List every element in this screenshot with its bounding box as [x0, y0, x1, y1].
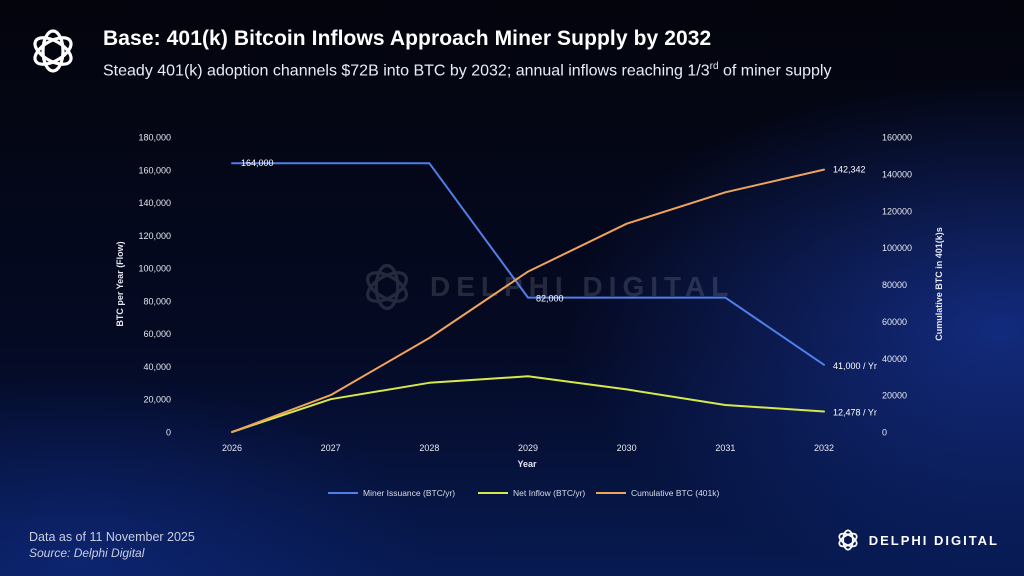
x-tick-label: 2031 [715, 443, 735, 453]
series-line-miner-issuance [231, 162, 825, 366]
x-tick-label: 2027 [321, 443, 341, 453]
brand-name: DELPHI DIGITAL [868, 532, 999, 548]
y-tick-label: 120,000 [138, 231, 171, 241]
data-label: 82,000 [536, 294, 564, 304]
chart-legend: Miner Issuance (BTC/yr) Net Inflow (BTC/… [0, 486, 1024, 502]
y-tick-label: 180,000 [138, 133, 171, 143]
data-date: Data as of 11 November 2025 [29, 530, 195, 544]
x-axis-title: Year [517, 459, 537, 469]
data-label: 41,000 / Yr [833, 361, 877, 371]
y-tick-label: 100,000 [138, 264, 171, 274]
y-tick-label: 140,000 [138, 198, 171, 208]
page-subtitle: Steady 401(k) adoption channels $72B int… [103, 61, 831, 80]
y-tick-label: 60,000 [143, 329, 171, 339]
delphi-logo-icon [33, 29, 73, 73]
x-tick-label: 2030 [617, 443, 637, 453]
y-tick-label: 0 [166, 428, 171, 438]
y2-tick-label: 0 [882, 428, 887, 438]
brand-logo-icon [838, 529, 858, 551]
series-line-cumulative [231, 168, 825, 433]
watermark-logo-icon [366, 263, 408, 311]
data-label: 164,000 [241, 158, 274, 168]
legend-label-cumulative: Cumulative BTC (401k) [631, 488, 720, 498]
y2-tick-label: 160000 [882, 133, 912, 143]
data-label: 12,478 / Yr [833, 408, 877, 418]
y-tick-label: 20,000 [143, 395, 171, 405]
legend-swatch-cumulative [596, 492, 626, 494]
y2-tick-label: 40000 [882, 354, 907, 364]
x-tick-label: 2028 [419, 443, 439, 453]
data-label: 142,342 [833, 165, 866, 175]
x-tick-label: 2026 [222, 443, 242, 453]
y2-tick-label: 100000 [882, 243, 912, 253]
subtitle-superscript: rd [709, 61, 719, 72]
x-tick-label: 2032 [814, 443, 834, 453]
y-axis-title: BTC per Year (Flow) [115, 241, 125, 326]
series-line-net-inflow [231, 375, 825, 433]
y2-tick-label: 20000 [882, 391, 907, 401]
y2-tick-label: 60000 [882, 317, 907, 327]
legend-label-miner: Miner Issuance (BTC/yr) [363, 488, 456, 498]
y-tick-label: 160,000 [138, 165, 171, 175]
subtitle-end: of miner supply [718, 62, 832, 80]
legend-label-net: Net Inflow (BTC/yr) [513, 488, 586, 498]
y2-tick-label: 140000 [882, 169, 912, 179]
brand-mark: DELPHI DIGITAL [835, 527, 999, 553]
x-tick-label: 2029 [518, 443, 538, 453]
legend-item-cumulative: Cumulative BTC (401k) [596, 486, 719, 500]
y2-tick-label: 120000 [882, 206, 912, 216]
page-title: Base: 401(k) Bitcoin Inflows Approach Mi… [103, 27, 712, 50]
y2-axis-title: Cumulative BTC in 401(k)s [934, 227, 944, 341]
legend-item-miner: Miner Issuance (BTC/yr) [328, 486, 455, 500]
y-tick-label: 80,000 [143, 296, 171, 306]
subtitle-main: Steady 401(k) adoption channels $72B int… [103, 62, 710, 80]
y2-tick-label: 80000 [882, 280, 907, 290]
legend-swatch-miner [328, 492, 358, 494]
y-tick-label: 40,000 [143, 362, 171, 372]
legend-swatch-net [478, 492, 508, 494]
source-note: Source: Delphi Digital [29, 546, 145, 560]
legend-item-net: Net Inflow (BTC/yr) [478, 486, 585, 500]
